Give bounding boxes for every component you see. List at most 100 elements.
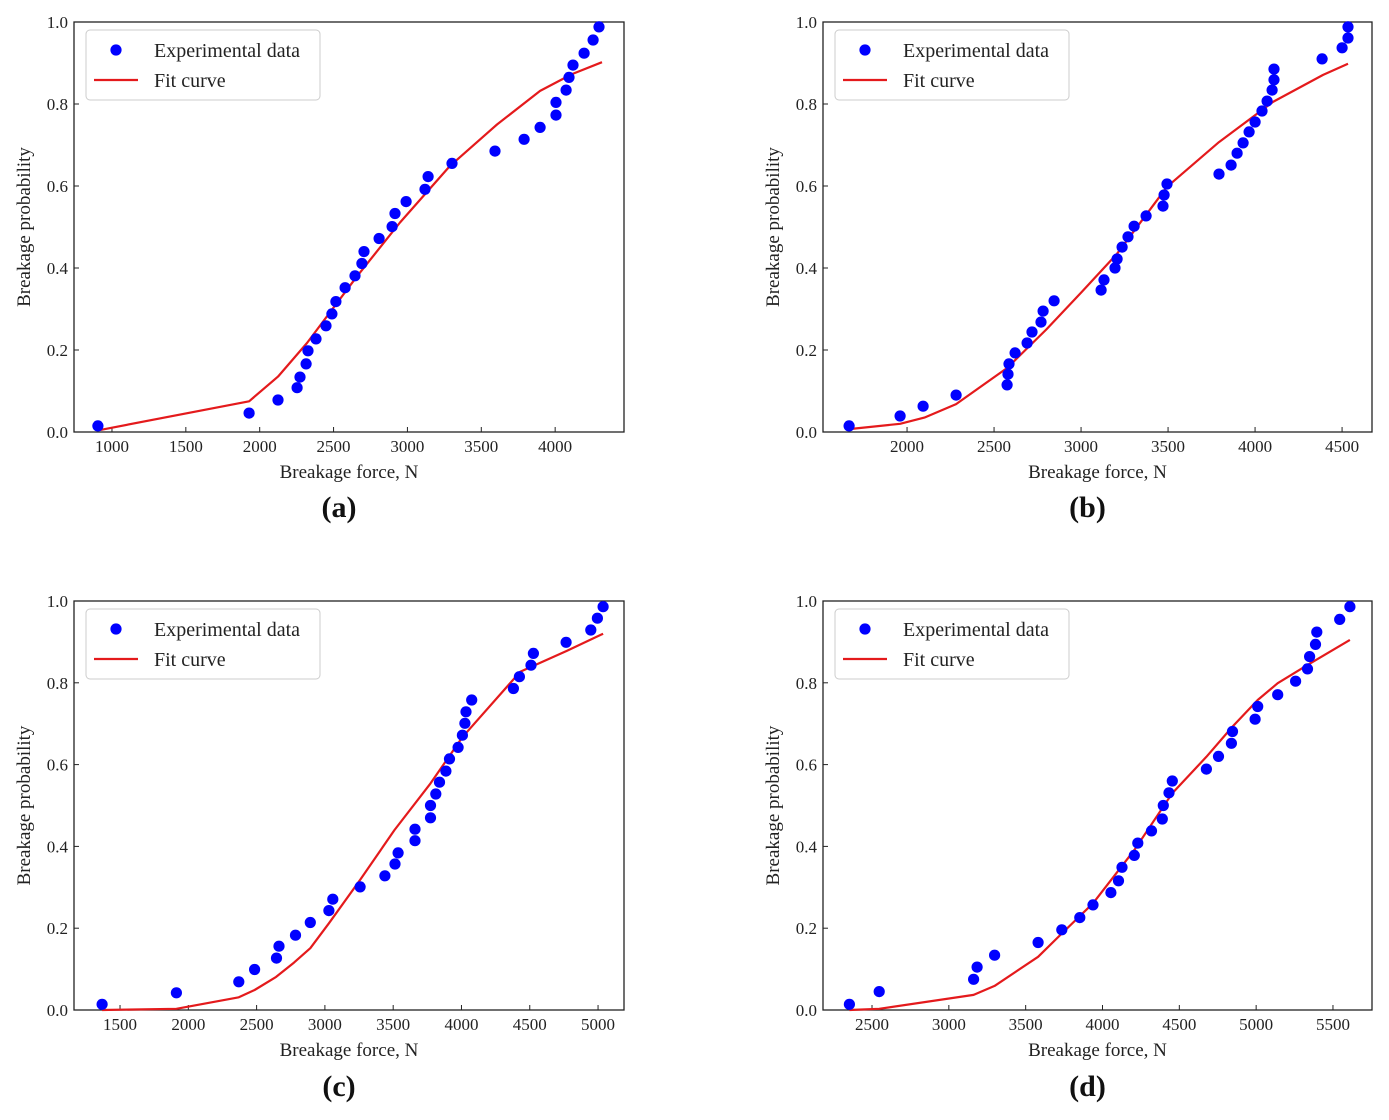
- data-point: [1268, 74, 1280, 86]
- legend-marker-points: [859, 623, 871, 635]
- data-point: [1087, 899, 1099, 911]
- data-point: [1111, 253, 1123, 265]
- y-tick-label: 0.4: [796, 837, 818, 856]
- x-tick-label: 4500: [1325, 437, 1359, 456]
- y-axis-label: Breakage probability: [14, 725, 35, 885]
- data-point: [1266, 84, 1278, 96]
- data-point: [430, 788, 442, 800]
- x-tick-label: 5000: [1239, 1015, 1273, 1034]
- data-point: [386, 221, 398, 233]
- data-point: [1074, 912, 1086, 924]
- fit-curve-line: [848, 62, 1349, 431]
- x-tick-label: 4000: [1238, 437, 1272, 456]
- y-tick-label: 1.0: [47, 592, 68, 611]
- data-point: [1316, 53, 1328, 65]
- axes-frame: [822, 600, 1373, 1011]
- data-point: [894, 410, 906, 422]
- x-tick-label: 3000: [308, 1015, 342, 1034]
- data-point: [1231, 147, 1243, 159]
- x-tick-label: 2000: [243, 437, 277, 456]
- data-point: [456, 729, 468, 741]
- x-axis-label: Breakage force, N: [1028, 1040, 1167, 1061]
- x-tick-label: 3500: [376, 1015, 410, 1034]
- panel-label: (a): [322, 491, 357, 524]
- x-tick-label: 4500: [513, 1015, 547, 1034]
- data-point: [1311, 626, 1323, 638]
- data-point: [323, 905, 335, 917]
- data-point: [1002, 368, 1014, 380]
- legend-label-experimental: Experimental data: [154, 619, 300, 641]
- data-point: [424, 799, 437, 812]
- data-point: [563, 71, 575, 83]
- x-tick-label: 4500: [1162, 1015, 1196, 1034]
- panel-b: 2000 2500 3000 3500 4000 4500 0.0 0.2 0.4 0.6 0.8 1…: [763, 13, 1373, 524]
- data-point: [243, 407, 255, 419]
- data-point: [302, 345, 314, 357]
- data-point: [424, 812, 437, 824]
- x-tick-label: 2000: [171, 1015, 205, 1034]
- data-point: [1158, 189, 1170, 201]
- data-point: [1290, 675, 1302, 687]
- data-point: [525, 659, 537, 671]
- data-point: [1116, 861, 1128, 873]
- data-point: [452, 741, 464, 754]
- data-point: [527, 647, 540, 660]
- y-axis-label: Breakage probability: [763, 147, 784, 307]
- y-tick-label: 0.4: [47, 837, 69, 856]
- data-point: [1128, 220, 1140, 232]
- data-point: [1166, 775, 1178, 787]
- data-point: [1156, 813, 1168, 825]
- x-tick-label: 1500: [103, 1015, 137, 1034]
- x-tick-label: 3500: [1151, 437, 1185, 456]
- data-point: [320, 320, 332, 332]
- x-tick-label: 2500: [977, 437, 1011, 456]
- panel-label: (d): [1069, 1070, 1106, 1103]
- y-tick-label: 0.2: [796, 919, 817, 938]
- data-point: [1304, 651, 1316, 663]
- data-point: [233, 976, 245, 988]
- panel-label: (b): [1069, 491, 1106, 524]
- data-point: [1200, 763, 1212, 775]
- legend-box: [85, 608, 321, 680]
- x-tick-label: 4000: [1085, 1015, 1119, 1034]
- data-point: [1035, 316, 1047, 328]
- y-tick-label: 0.2: [47, 341, 68, 360]
- legend-label-fit: Fit curve: [154, 70, 226, 92]
- data-point: [356, 257, 368, 270]
- data-point: [567, 59, 579, 71]
- data-point: [1037, 305, 1049, 317]
- data-point: [1109, 262, 1121, 274]
- data-point: [873, 986, 885, 998]
- data-point: [1342, 32, 1354, 44]
- data-point: [560, 636, 572, 648]
- data-point: [550, 109, 562, 121]
- axes-frame: [73, 600, 625, 1011]
- data-point: [272, 394, 284, 406]
- data-point: [1056, 924, 1068, 936]
- data-point: [1243, 126, 1255, 138]
- y-tick-label: 0.6: [47, 177, 68, 196]
- data-point: [1128, 849, 1140, 862]
- legend-label-experimental: Experimental data: [154, 40, 300, 62]
- data-point: [1213, 168, 1225, 180]
- y-tick-label: 1.0: [796, 592, 817, 611]
- data-point: [1026, 326, 1038, 338]
- data-point: [1140, 210, 1152, 222]
- legend-label-experimental: Experimental data: [903, 40, 1049, 62]
- data-point: [440, 765, 452, 777]
- data-point: [409, 823, 421, 835]
- fit-curve-line: [100, 61, 603, 431]
- panel-a: 1000 1500 2000 2500 3000 3500 4000 0.0 0.2 0.4 0.6…: [14, 13, 625, 524]
- legend-box: [85, 29, 321, 101]
- data-point: [1272, 689, 1284, 701]
- data-point: [433, 776, 446, 788]
- data-point: [249, 963, 261, 976]
- y-tick-label: 0.0: [47, 1001, 68, 1020]
- x-axis-label: Breakage force, N: [1028, 462, 1167, 483]
- data-point: [989, 949, 1001, 961]
- y-tick-label: 0.6: [47, 756, 68, 775]
- data-point: [400, 196, 412, 208]
- x-tick-label: 2500: [855, 1015, 889, 1034]
- data-point: [1225, 159, 1237, 171]
- data-point: [971, 961, 983, 973]
